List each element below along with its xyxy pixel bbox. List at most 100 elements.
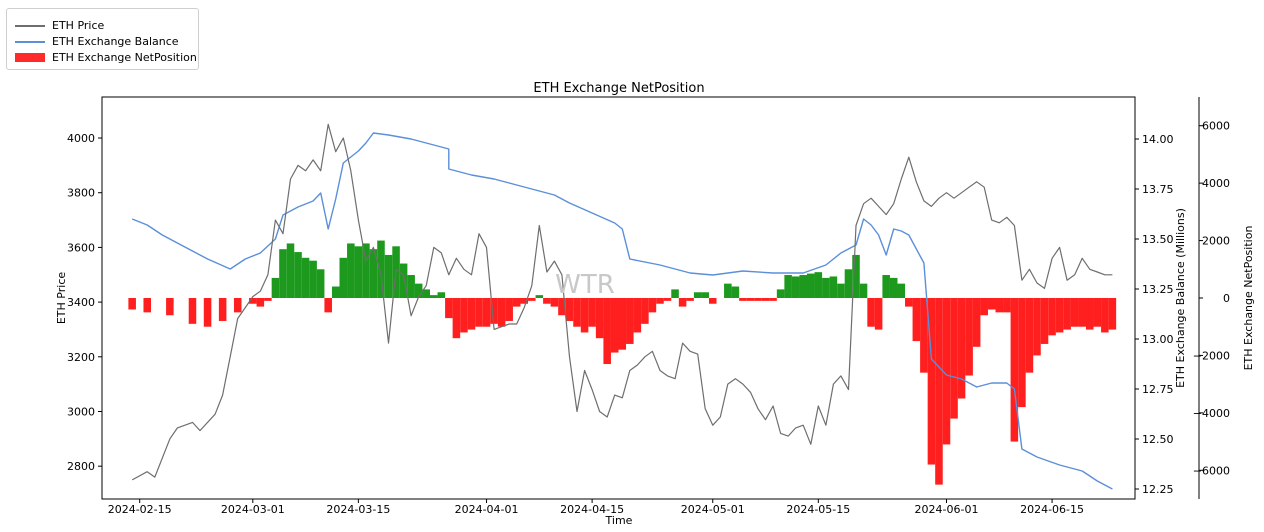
netposition-bar — [1108, 298, 1117, 330]
netposition-bar — [1018, 298, 1026, 408]
netposition-bar — [249, 298, 257, 304]
x-tick-label: 2024-02-15 — [108, 503, 172, 516]
netposition-bar — [535, 295, 544, 298]
netposition-bar — [972, 298, 981, 347]
netposition-bars — [128, 240, 1117, 485]
netposition-bar — [859, 283, 868, 298]
netposition-bar — [935, 298, 943, 485]
y-balance-tick-label: 13.00 — [1142, 333, 1174, 346]
netposition-bar — [776, 289, 785, 298]
netposition-bar — [166, 298, 174, 316]
netposition-bar — [844, 269, 853, 298]
y-netposition-tick-label: 6000 — [1202, 120, 1230, 133]
netposition-bar — [512, 298, 521, 307]
y-balance-tick-label: 14.00 — [1142, 133, 1174, 146]
netposition-bar — [603, 298, 611, 365]
netposition-bar — [347, 243, 355, 298]
netposition-bar — [610, 298, 619, 353]
y-netposition-tick-label: 2000 — [1202, 235, 1230, 248]
netposition-bar — [279, 249, 287, 298]
netposition-bar — [143, 298, 152, 313]
y-balance-tick-label: 12.50 — [1142, 433, 1174, 446]
netposition-bar — [784, 275, 792, 298]
netposition-bar — [633, 298, 642, 333]
netposition-bar — [339, 257, 348, 298]
netposition-bar — [203, 298, 212, 327]
netposition-bar — [739, 298, 747, 301]
netposition-bar — [1055, 298, 1064, 333]
netposition-bar — [1040, 298, 1049, 344]
netposition-bar — [618, 298, 627, 350]
y-netposition-tick-label: 4000 — [1202, 177, 1230, 190]
netposition-bar — [233, 298, 242, 313]
y-balance-tick-label: 13.75 — [1142, 183, 1174, 196]
netposition-bar — [799, 275, 807, 298]
netposition-bar — [641, 298, 649, 324]
netposition-bar — [414, 283, 423, 298]
netposition-bar — [648, 298, 657, 313]
chart-title: ETH Exchange NetPosition — [533, 81, 704, 96]
y-netposition-tick-label: 0 — [1223, 292, 1230, 305]
netposition-bar — [271, 277, 280, 298]
netposition-bar — [301, 257, 310, 298]
netposition-bar — [987, 298, 996, 310]
netposition-bar — [995, 298, 1004, 313]
netposition-bar — [475, 298, 483, 327]
watermark: WTR — [555, 270, 615, 300]
netposition-bar — [407, 275, 415, 298]
netposition-bar — [957, 298, 966, 399]
netposition-bar — [708, 298, 717, 304]
netposition-bar — [520, 298, 529, 304]
netposition-bar — [1063, 298, 1071, 330]
x-tick-label: 2024-03-15 — [326, 503, 390, 516]
netposition-bar — [920, 298, 928, 373]
netposition-bar — [761, 298, 770, 301]
legend-label: ETH Exchange Balance — [52, 35, 179, 48]
y-balance-tick-label: 13.25 — [1142, 283, 1174, 296]
netposition-bar — [482, 298, 491, 327]
netposition-bar — [558, 298, 566, 316]
netposition-bar — [1048, 298, 1056, 336]
netposition-bar — [731, 286, 740, 298]
netposition-bar — [452, 298, 461, 339]
netposition-bar — [362, 243, 370, 298]
netposition-bar — [543, 298, 551, 304]
netposition-bar — [1010, 298, 1019, 442]
y-axis-label-netposition: ETH Exchange NetPosition — [1242, 226, 1255, 371]
x-tick-label: 2024-03-01 — [221, 503, 285, 516]
netposition-bar — [912, 298, 921, 342]
plot-frame — [101, 96, 1136, 500]
netposition-bar — [829, 276, 838, 298]
legend-label: ETH Price — [52, 19, 105, 32]
netposition-bar — [588, 298, 596, 327]
netposition-bar — [580, 298, 589, 333]
netposition-bar — [430, 295, 438, 298]
netposition-bar — [950, 298, 958, 419]
netposition-bar — [1025, 298, 1034, 373]
x-tick-label: 2024-04-01 — [455, 503, 519, 516]
netposition-bar — [1070, 298, 1079, 327]
y-netposition-tick-label: −4000 — [1193, 407, 1230, 420]
netposition-bar — [324, 298, 332, 313]
netposition-bar — [656, 298, 664, 304]
series-lines — [131, 123, 1113, 490]
netposition-bar — [497, 298, 506, 327]
y-balance-tick-label: 12.75 — [1142, 383, 1174, 396]
netposition-bar — [671, 289, 679, 298]
x-tick-label: 2024-05-01 — [681, 503, 745, 516]
netposition-bar — [399, 263, 408, 298]
netposition-bar — [437, 292, 446, 298]
legend-swatch-balance — [15, 41, 45, 43]
y-netposition-tick-label: −6000 — [1193, 464, 1230, 477]
x-tick-label: 2024-04-15 — [560, 503, 624, 516]
netposition-bar — [693, 292, 702, 298]
netposition-bar — [354, 246, 363, 298]
axes: 2024-02-15 2024-03-01 2024-03-15 2024-04-01… — [67, 120, 1230, 516]
y-left-tick-label: 3000 — [67, 405, 95, 418]
netposition-bar — [286, 243, 295, 298]
netposition-bar — [422, 289, 430, 298]
netposition-bar — [754, 298, 762, 301]
netposition-bar — [678, 298, 687, 307]
legend-swatch-price — [15, 25, 45, 27]
